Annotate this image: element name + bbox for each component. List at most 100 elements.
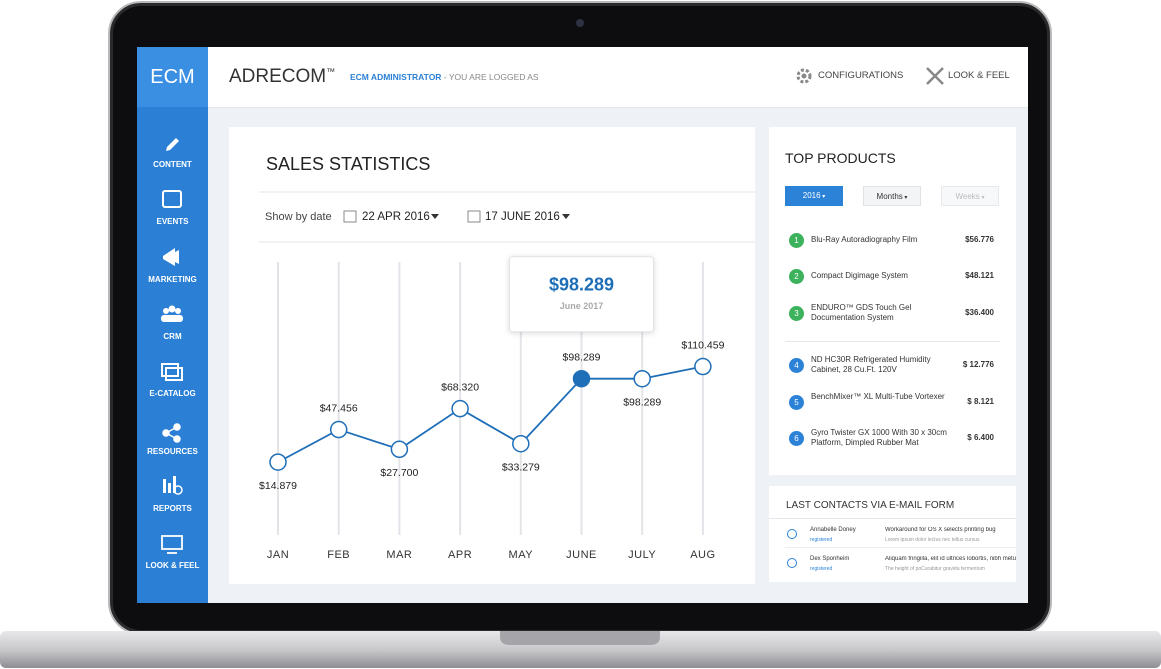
filter-button[interactable]: Months ▾ <box>863 186 921 206</box>
contact-message: Workaround for OS X selects printing bug <box>885 527 996 533</box>
icon-gear-core <box>801 73 807 79</box>
divider <box>785 341 1000 342</box>
icon-reports <box>163 476 183 495</box>
product-name[interactable]: Blu-Ray Autoradiography Film <box>811 235 918 244</box>
product-name[interactable]: Gyro Twister GX 1000 With 30 x 30cm Plat… <box>811 428 947 447</box>
icon-content <box>166 138 179 151</box>
value-label: $110.459 <box>681 339 724 351</box>
value-label: $47.456 <box>320 402 358 414</box>
x-tick-label: AUG <box>690 549 715 561</box>
value-label: $33.279 <box>502 462 540 474</box>
x-tick-label: MAY <box>509 549 534 561</box>
product-price: $ 6.400 <box>967 433 994 442</box>
rank-badge: 1 <box>789 233 804 248</box>
icon-crm <box>161 305 183 322</box>
value-label: $68.320 <box>441 381 479 393</box>
login-status: - YOU ARE LOGGED AS <box>441 72 539 82</box>
sidebar-item[interactable]: RESOURCES <box>147 446 198 456</box>
contact-status: registered <box>810 537 833 543</box>
rank-badge: 4 <box>789 358 804 373</box>
sidebar-item[interactable]: E-CATALOG <box>149 389 196 399</box>
icon-events <box>162 190 182 208</box>
caret: ▾ <box>902 195 908 201</box>
look-link[interactable]: LOOK & FEEL <box>948 70 1010 81</box>
date-from[interactable]: 22 APR 2016 <box>362 211 430 223</box>
icon-catalog <box>161 363 183 381</box>
product-price: $56.776 <box>965 235 994 244</box>
tooltip-value: $98.289 <box>549 274 614 294</box>
caret: ▾ <box>820 194 826 200</box>
camera <box>576 19 584 27</box>
line <box>277 365 704 463</box>
date-to[interactable]: 17 JUNE 2016 <box>485 211 560 223</box>
x-tick-label: APR <box>448 549 472 561</box>
tooltip-date: June 2017 <box>560 301 604 311</box>
header-icons <box>796 67 944 85</box>
icon-marketing <box>163 248 179 266</box>
filter-button[interactable]: 2016 ▾ <box>785 186 843 206</box>
product-price: $ 12.776 <box>962 360 994 369</box>
product-name[interactable]: Compact Digimage System <box>811 271 908 280</box>
filter-button[interactable]: Weeks ▾ <box>941 186 999 206</box>
sales-title: SALES STATISTICS <box>266 154 430 174</box>
laptop-base <box>0 631 1161 668</box>
contact-message: Aliquam fringilla, elit id ultrices lobo… <box>885 556 1016 562</box>
icon-tools <box>926 67 944 85</box>
value-label: $14.879 <box>259 480 297 492</box>
sidebar-item[interactable]: MARKETING <box>148 274 197 284</box>
caret <box>431 214 439 219</box>
product-name[interactable]: ND HC30R Refrigerated Humidity Cabinet, … <box>811 355 931 374</box>
icon-gear <box>796 68 812 84</box>
filter-text: Months <box>876 192 903 201</box>
x-tick-label: JUNE <box>566 549 597 561</box>
filter-text: Weeks <box>955 192 980 201</box>
icon-resources <box>162 423 181 443</box>
calendar-icon <box>467 210 481 223</box>
radio[interactable] <box>787 558 797 568</box>
tooltip <box>509 256 654 333</box>
sales-card <box>229 127 755 584</box>
divider <box>785 547 1016 548</box>
contact-detail: Lorem ipsum dolor lectus nec tellus curs… <box>885 537 980 543</box>
point[interactable] <box>633 369 651 388</box>
value-label: $98.289 <box>623 396 661 408</box>
icon-look <box>161 535 183 554</box>
sidebar-item[interactable]: CRM <box>163 331 182 341</box>
contact-detail: The height of poCurabitur gravida fermen… <box>885 566 985 572</box>
point[interactable] <box>451 399 469 418</box>
product-name[interactable]: BenchMixer™ XL Multi-Tube Vortexer <box>811 392 945 401</box>
product-price: $48.121 <box>965 271 994 280</box>
config-link[interactable]: CONFIGURATIONS <box>818 70 904 81</box>
point[interactable] <box>269 453 287 471</box>
point[interactable] <box>572 369 591 388</box>
point[interactable] <box>390 440 409 459</box>
radio[interactable] <box>787 529 797 539</box>
sales-chart: SALES STATISTICS Show by date 22 APR 201… <box>259 154 755 561</box>
header <box>208 47 1028 108</box>
contact-name: Dex Sponheim <box>810 556 850 562</box>
filter-label: Show by date <box>265 211 332 223</box>
logo[interactable]: ECM <box>137 47 208 107</box>
product-price: $36.400 <box>965 308 994 317</box>
contacts-card <box>769 486 1016 582</box>
value-label: $27.700 <box>380 467 418 479</box>
rank-badge: 3 <box>789 306 804 321</box>
caret <box>562 214 570 219</box>
rank-badge: 2 <box>789 269 804 284</box>
point[interactable] <box>694 357 712 376</box>
point[interactable] <box>512 434 530 453</box>
point[interactable] <box>329 420 348 439</box>
x-tick-label: JULY <box>628 549 656 561</box>
rank-badge: 6 <box>789 431 804 446</box>
product-name[interactable]: ENDURO™ GDS Touch Gel Documentation Syst… <box>811 303 912 322</box>
sidebar-item[interactable]: EVENTS <box>156 217 189 227</box>
user: ECM ADMINISTRATOR <box>350 72 442 82</box>
sidebar-item[interactable]: LOOK & FEEL <box>145 561 200 571</box>
sidebar-item[interactable]: REPORTS <box>153 503 192 513</box>
filter-text: 2016 <box>802 191 821 200</box>
products-title: TOP PRODUCTS <box>785 150 896 166</box>
value-label: $98.289 <box>563 351 601 363</box>
login-info: ECM ADMINISTRATOR - YOU ARE LOGGED AS <box>350 72 539 82</box>
sidebar-item[interactable]: CONTENT <box>153 160 192 169</box>
